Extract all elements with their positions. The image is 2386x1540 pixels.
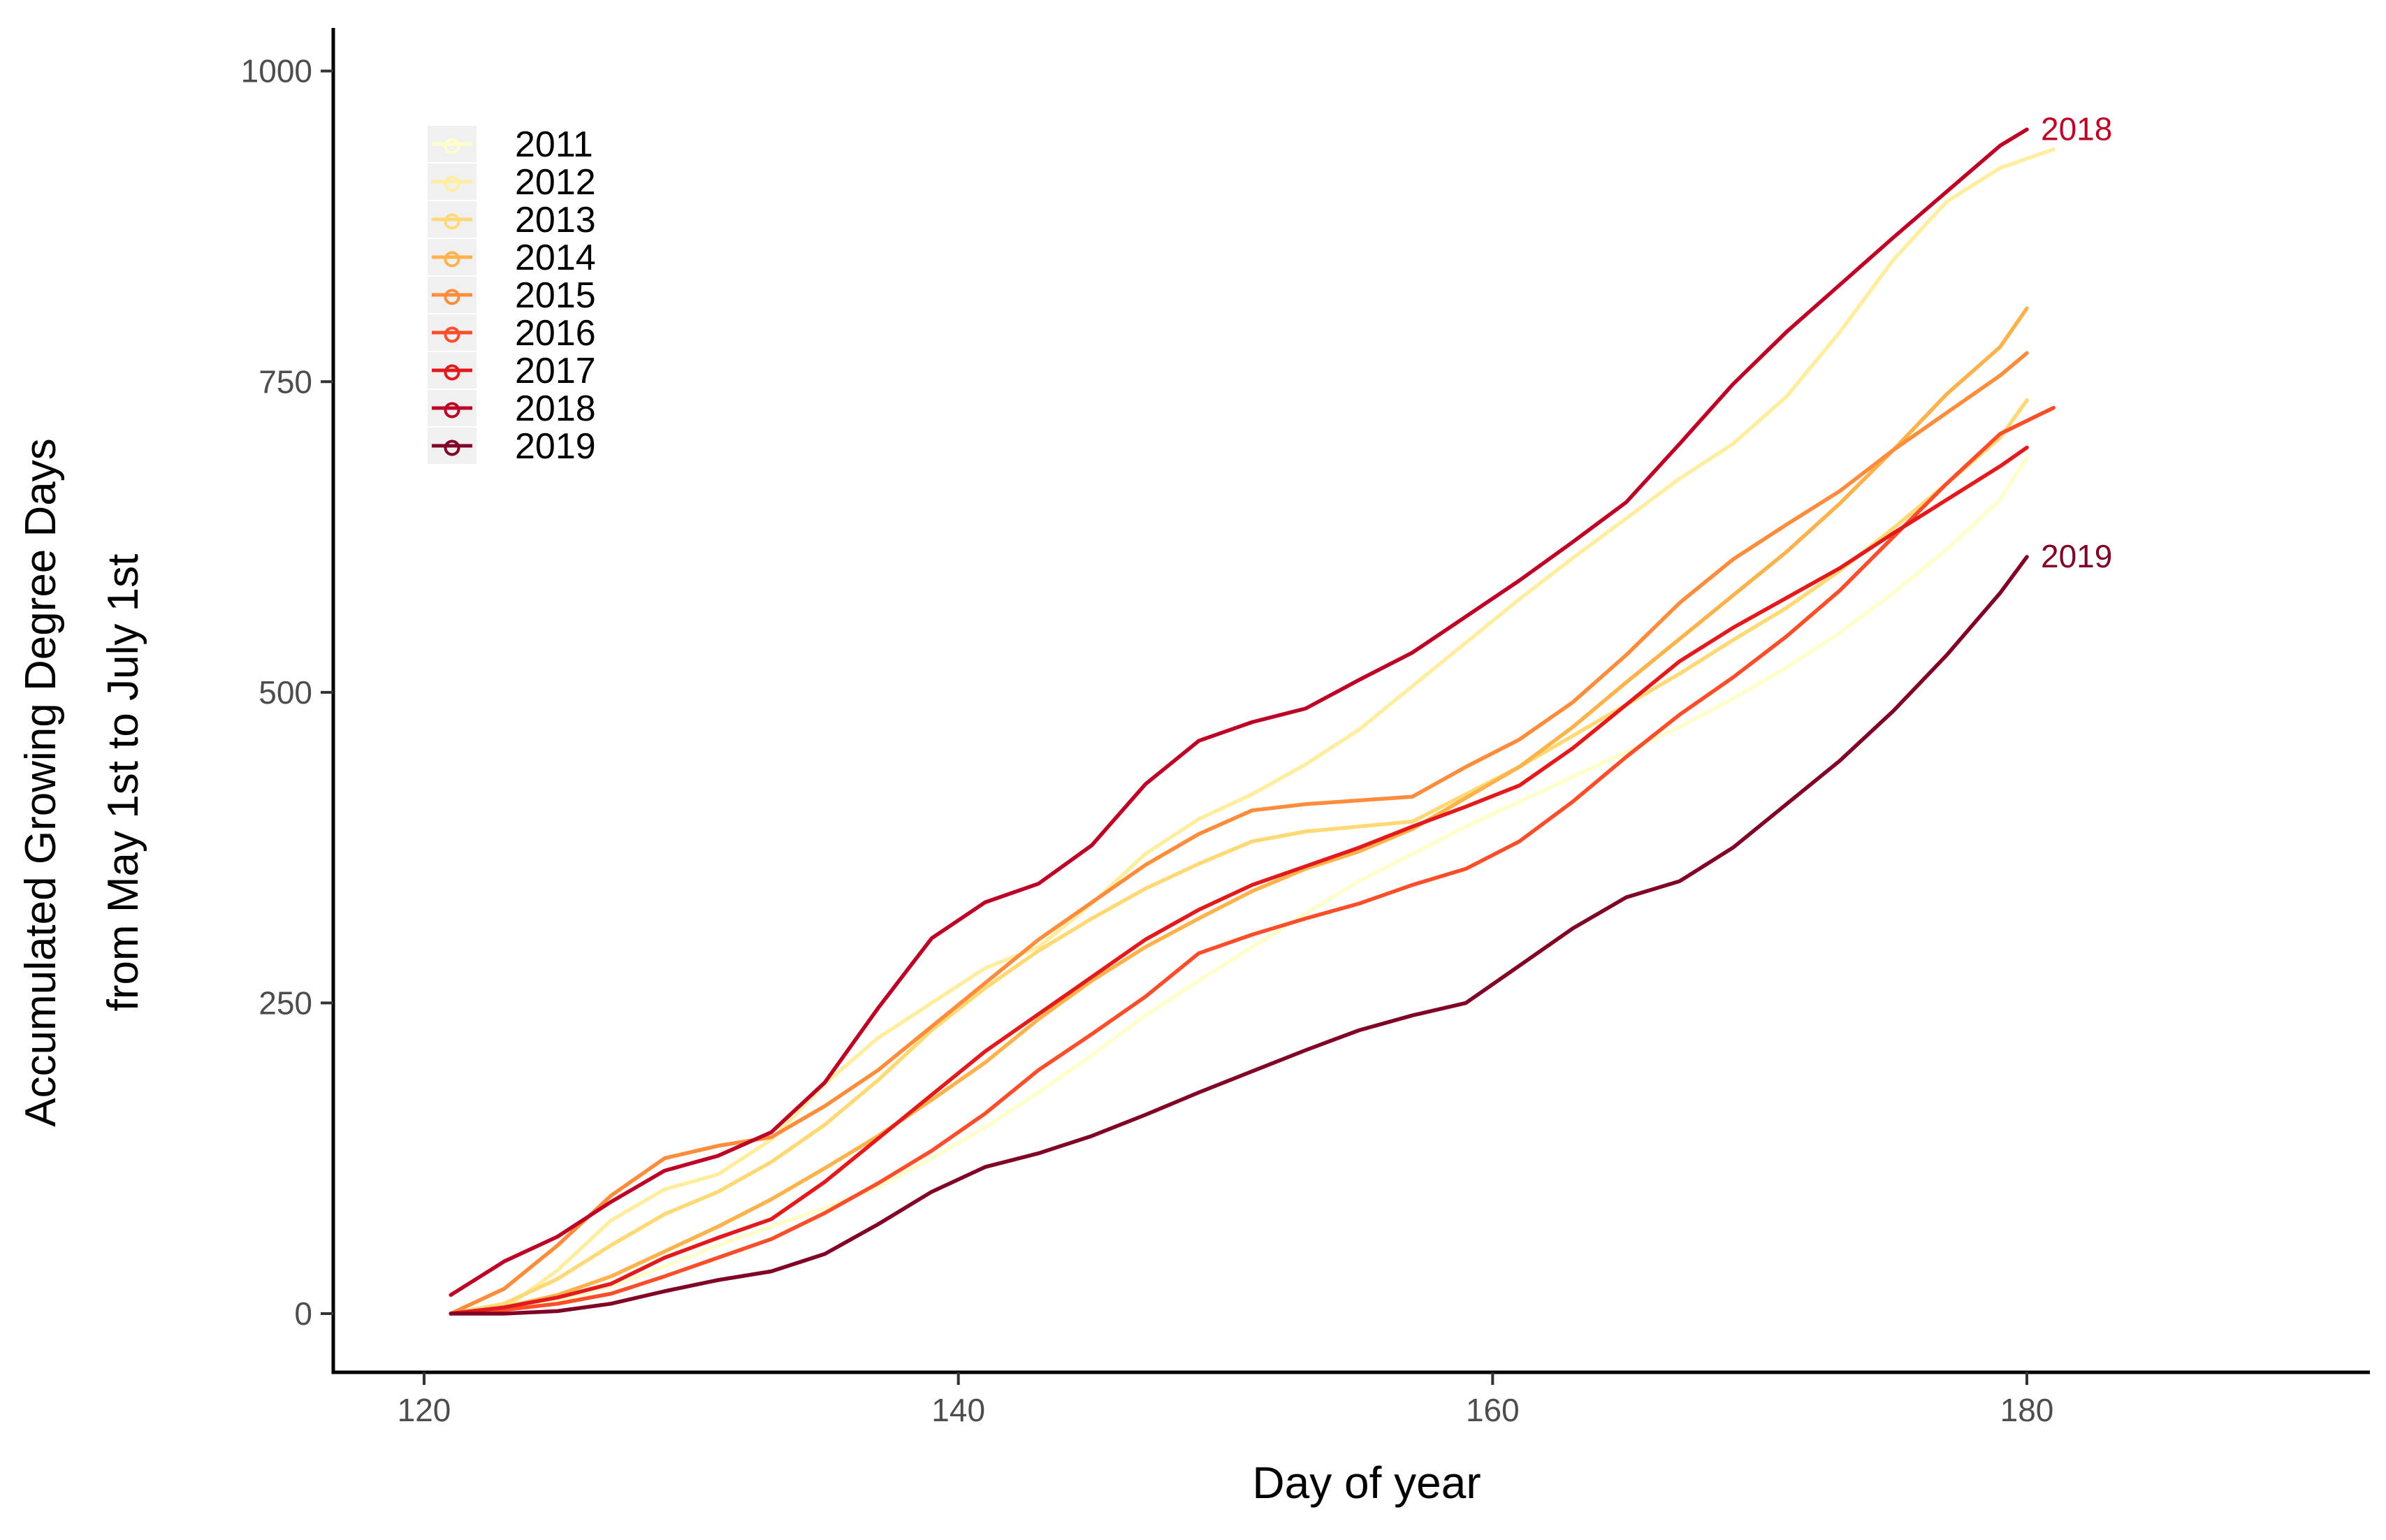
legend-key-point — [444, 326, 460, 343]
legend-label-2018: 2018 — [515, 388, 596, 429]
legend-label-2019: 2019 — [515, 426, 596, 467]
legend-key-point — [444, 289, 460, 305]
legend-key-point — [444, 175, 460, 192]
series-line-2015 — [449, 351, 2029, 1316]
x-tick-label: 180 — [2000, 1392, 2054, 1428]
series-line-2014 — [449, 306, 2029, 1316]
series-line-2012 — [449, 147, 2056, 1316]
y-tick-label: 1000 — [241, 53, 312, 89]
y-axis-title-line2: from May 1st to July 1st — [99, 553, 147, 1012]
legend-label-2017: 2017 — [515, 351, 596, 391]
y-axis-title: Accumulated Growing Degree Days from May … — [0, 438, 165, 1127]
y-tick-label: 250 — [259, 985, 312, 1021]
legend-key-point — [444, 440, 460, 456]
series-lines — [449, 127, 2056, 1316]
x-tick-label: 140 — [931, 1392, 985, 1428]
legend-label-2013: 2013 — [515, 200, 596, 240]
legend-key-point — [444, 213, 460, 230]
series-line-2018 — [449, 127, 2029, 1298]
legend-key-point — [444, 251, 460, 268]
legend-label-2011: 2011 — [515, 124, 593, 165]
legend-label-2016: 2016 — [515, 313, 596, 354]
series-line-2011 — [449, 455, 2029, 1316]
y-axis-title-line1: Accumulated Growing Degree Days — [17, 438, 66, 1127]
x-tick-label: 160 — [1466, 1392, 1520, 1428]
legend-label-2014: 2014 — [515, 238, 596, 278]
x-tick-label: 120 — [398, 1392, 451, 1428]
legend-label-2015: 2015 — [515, 275, 596, 316]
legend-label-2012: 2012 — [515, 162, 596, 203]
legend-key-point — [444, 138, 460, 154]
annotation-2019: 2019 — [2041, 538, 2112, 574]
x-axis-title: Day of year — [1252, 1458, 1481, 1508]
series-line-2019 — [449, 555, 2029, 1316]
y-tick-label: 500 — [259, 674, 312, 711]
annotation-2018: 2018 — [2041, 110, 2112, 147]
legend-key-point — [444, 402, 460, 419]
series-line-2017 — [449, 445, 2029, 1316]
series-line-2016 — [449, 405, 2056, 1316]
legend-key-point — [444, 364, 460, 381]
series-line-2013 — [449, 398, 2029, 1316]
y-tick-label: 0 — [294, 1295, 312, 1332]
y-tick-label: 750 — [259, 363, 312, 400]
